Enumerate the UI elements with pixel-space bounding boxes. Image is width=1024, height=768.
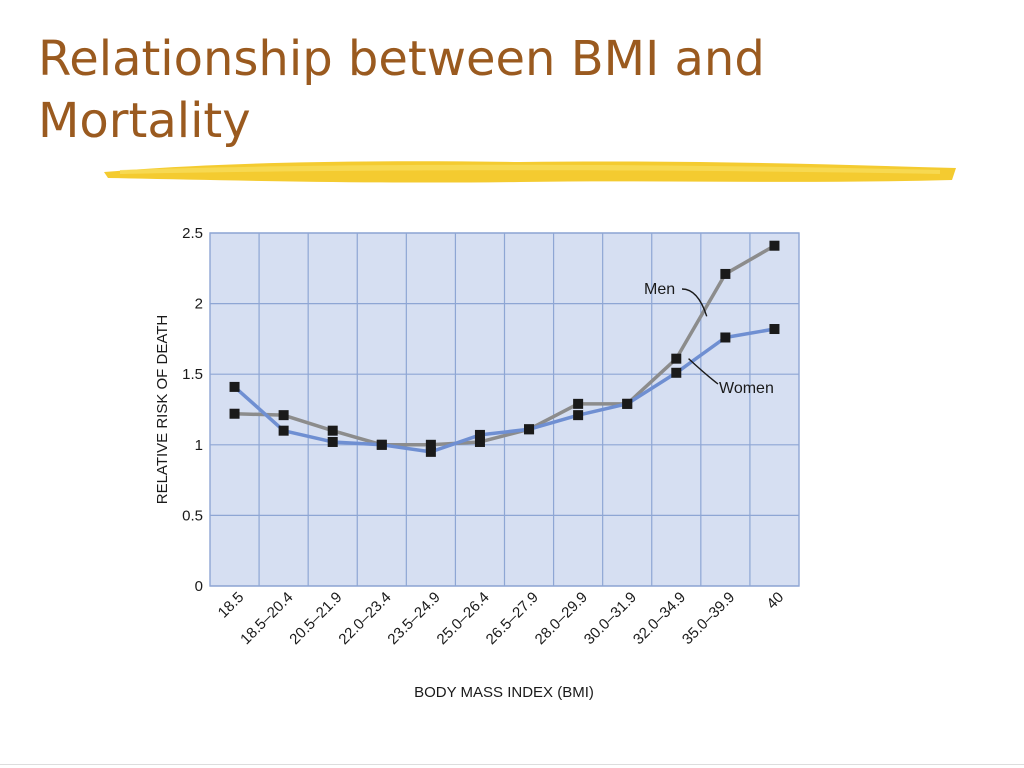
legend-men: Men (644, 281, 708, 317)
legend-women-leader (688, 358, 719, 385)
x-tick-label: 23.5–24.9 (384, 589, 443, 648)
data-point-men (720, 268, 731, 279)
y-axis-title: RELATIVE RISK OF DEATH (154, 315, 171, 504)
x-tick-labels: 18.518.5–20.420.5–21.922.0–23.423.5–24.9… (215, 589, 788, 648)
y-tick-labels: 0 0.5 1 1.5 2 2.5 (182, 225, 203, 595)
x-axis-title: BODY MASS INDEX (BMI) (414, 684, 594, 701)
x-tick-label: 32.0–34.9 (630, 589, 689, 648)
y-tick-label: 0.5 (182, 507, 203, 524)
data-point-men (229, 408, 240, 419)
x-tick-label: 40 (763, 589, 787, 613)
series-line-women (232, 327, 777, 454)
bottom-rule (0, 764, 1024, 765)
data-point-women (425, 446, 436, 457)
data-point-men (327, 425, 338, 436)
data-point-men (671, 353, 682, 364)
plot-frame (209, 232, 800, 587)
legend-men-label: Men (644, 281, 675, 298)
data-point-men (474, 436, 485, 447)
x-tick-label: 25.0–26.4 (434, 589, 493, 648)
y-tick-label: 0 (195, 578, 203, 595)
data-point-men (769, 240, 780, 251)
data-point-women (720, 332, 731, 343)
data-point-women (474, 429, 485, 440)
series-lines (232, 243, 777, 454)
data-point-women (769, 324, 780, 335)
data-point-men (278, 410, 289, 421)
data-point-women (622, 398, 633, 409)
y-tick-label: 1.5 (182, 366, 203, 383)
data-markers (229, 240, 780, 457)
y-tick-label: 2.5 (182, 225, 203, 242)
data-point-men (425, 439, 436, 450)
legend-women: Women (688, 358, 774, 397)
data-point-women (327, 436, 338, 447)
y-tick-label: 1 (195, 437, 203, 454)
data-point-men (573, 398, 584, 409)
data-point-women (524, 424, 535, 435)
x-tick-label: 18.5 (215, 589, 248, 622)
slide-title: Relationship between BMI and Mortality (38, 31, 765, 149)
brush-stroke-streak (120, 164, 940, 174)
legend-men-leader (681, 288, 708, 317)
data-point-women (671, 367, 682, 378)
x-tick-label: 22.0–23.4 (335, 589, 394, 648)
data-point-women (376, 439, 387, 450)
x-tick-label: 30.0–31.9 (581, 589, 640, 648)
x-tick-label: 18.5–20.4 (237, 589, 296, 648)
title-underline-brush (104, 161, 956, 183)
x-tick-label: 28.0–29.9 (532, 589, 591, 648)
x-tick-label: 35.0–39.9 (679, 589, 738, 648)
data-point-women (278, 425, 289, 436)
x-tick-label: 26.5–27.9 (483, 589, 542, 648)
x-tick-label: 20.5–21.9 (286, 589, 345, 648)
series-line-men (232, 243, 777, 447)
data-point-women (573, 410, 584, 421)
data-point-women (229, 381, 240, 392)
legend-women-label: Women (719, 380, 774, 397)
y-tick-label: 2 (195, 296, 203, 313)
